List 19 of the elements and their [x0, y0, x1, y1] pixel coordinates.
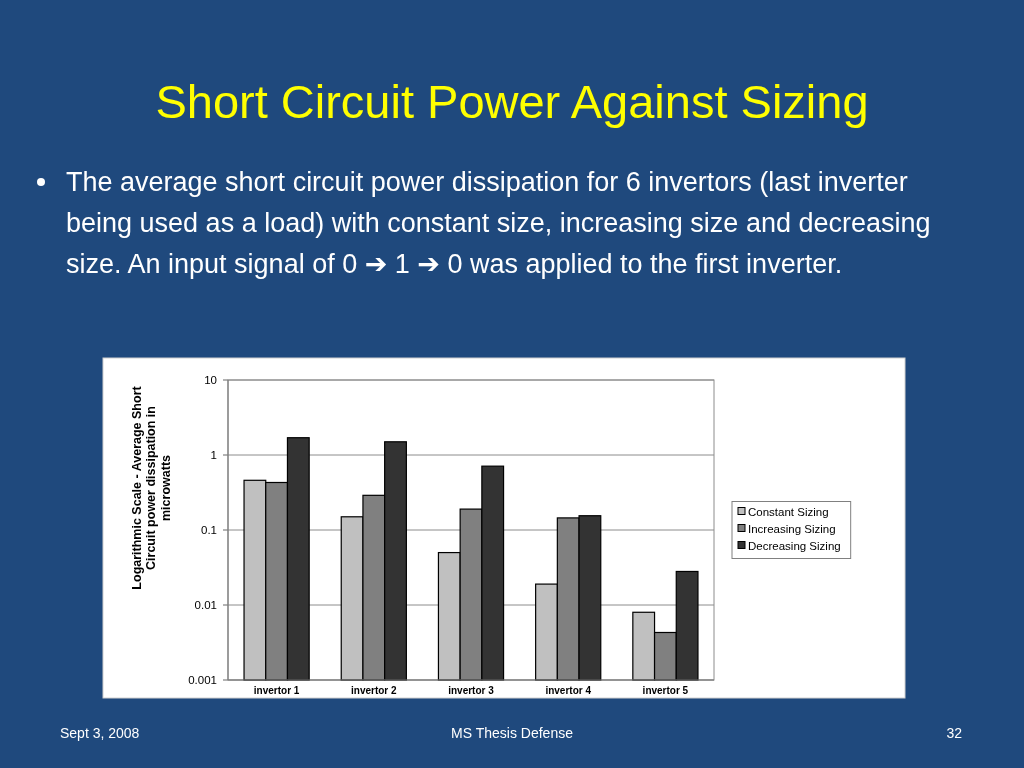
y-tick-label: 0.01	[194, 599, 217, 612]
y-tick-label: 1	[210, 449, 217, 462]
y-tick-label: 0.001	[188, 674, 217, 687]
text: Sept 3, 2008	[60, 725, 140, 741]
legend-label: Decreasing Sizing	[748, 539, 841, 552]
y-axis-title: Logarithmic Scale - Average Short Circuit power dissipation in microwatts	[129, 385, 173, 590]
chart-subtitle: The average short circuit power dissipation for 6 invertors (last inverter being used as a load) with constant size, increasing size and decreasing size. An input signal of 0 ➔ 1 ➔ 0 was applied to the first inverter.	[66, 167, 931, 279]
legend-label: Constant Sizing	[748, 505, 829, 518]
text: 32	[946, 725, 963, 741]
x-tick-label: invertor 2	[351, 685, 398, 696]
y-tick-label: 10	[204, 374, 217, 387]
x-tick-label: invertor 4	[545, 685, 592, 696]
x-tick-label: invertor 1	[253, 685, 300, 696]
legend-label: Increasing Sizing	[748, 522, 836, 535]
text: MS Thesis Defense	[451, 725, 574, 741]
x-tick-label: invertor 3	[448, 685, 495, 696]
y-tick-label: 0.1	[201, 524, 217, 537]
chart-title: Short Circuit Power Against Sizing	[155, 75, 869, 128]
x-tick-label: invertor 5	[642, 685, 689, 696]
